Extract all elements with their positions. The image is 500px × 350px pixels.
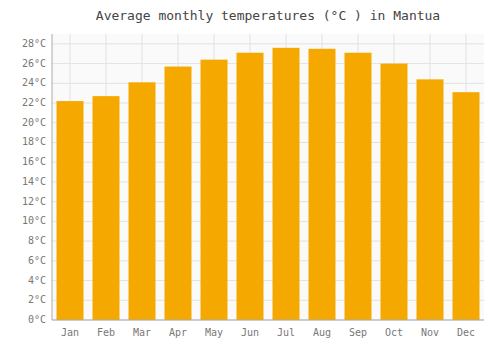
- bars: [57, 48, 480, 320]
- bar: [417, 79, 444, 320]
- y-tick-label: 6°C: [28, 255, 46, 266]
- bar: [453, 92, 480, 320]
- bar: [93, 96, 120, 320]
- bar: [309, 49, 336, 320]
- bar: [345, 53, 372, 320]
- y-axis-line: [52, 34, 53, 320]
- y-tick-label: 24°C: [22, 77, 46, 88]
- y-tick-label: 20°C: [22, 117, 46, 128]
- bar: [237, 53, 264, 320]
- x-tick-label: Feb: [97, 327, 115, 338]
- x-tick-label: Nov: [421, 327, 439, 338]
- x-tick-label: Dec: [457, 327, 475, 338]
- y-tick-label: 18°C: [22, 136, 46, 147]
- y-grid-line: [52, 63, 484, 64]
- y-grid-line: [52, 320, 484, 321]
- bar: [165, 67, 192, 320]
- y-tick-label: 4°C: [28, 275, 46, 286]
- y-grid-line: [52, 43, 484, 44]
- x-axis-line: [52, 320, 484, 321]
- x-tick-label: Aug: [313, 327, 331, 338]
- x-tick-label: Sep: [349, 327, 367, 338]
- x-tick-label: Jul: [277, 327, 295, 338]
- bar: [129, 82, 156, 320]
- x-tick-label: Apr: [169, 327, 187, 338]
- grid: [52, 34, 484, 320]
- chart-svg: 0°C 2°C 4°C 6°C 8°C 10°C 12°C 14°C 16°C 18°C 20°C 2…: [0, 0, 500, 350]
- y-tick-label: 2°C: [28, 294, 46, 305]
- y-tick-label: 10°C: [22, 215, 46, 226]
- axes: 0°C 2°C 4°C 6°C 8°C 10°C 12°C 14°C 16°C 18°C 20°C 2…: [22, 34, 484, 338]
- y-tick-label: 14°C: [22, 176, 46, 187]
- x-tick-label: Jun: [241, 327, 259, 338]
- x-tick-label: May: [205, 327, 223, 338]
- chart-title: Average monthly temperatures (°C ) in Ma…: [96, 8, 440, 23]
- x-tick-label: Jan: [61, 327, 79, 338]
- x-tick-label: Oct: [385, 327, 403, 338]
- y-tick-label: 28°C: [22, 38, 46, 49]
- bar: [201, 60, 228, 320]
- bar: [57, 101, 84, 320]
- bar: [381, 64, 408, 320]
- y-tick-label: 26°C: [22, 58, 46, 69]
- y-tick-label: 16°C: [22, 156, 46, 167]
- y-tick-label: 22°C: [22, 97, 46, 108]
- y-tick-label: 0°C: [28, 314, 46, 325]
- y-tick-label: 8°C: [28, 235, 46, 246]
- y-tick-label: 12°C: [22, 196, 46, 207]
- plot-background: [52, 34, 484, 320]
- chart-container: 0°C 2°C 4°C 6°C 8°C 10°C 12°C 14°C 16°C 18°C 20°C 2…: [0, 0, 500, 350]
- x-tick-label: Mar: [133, 327, 151, 338]
- bar: [273, 48, 300, 320]
